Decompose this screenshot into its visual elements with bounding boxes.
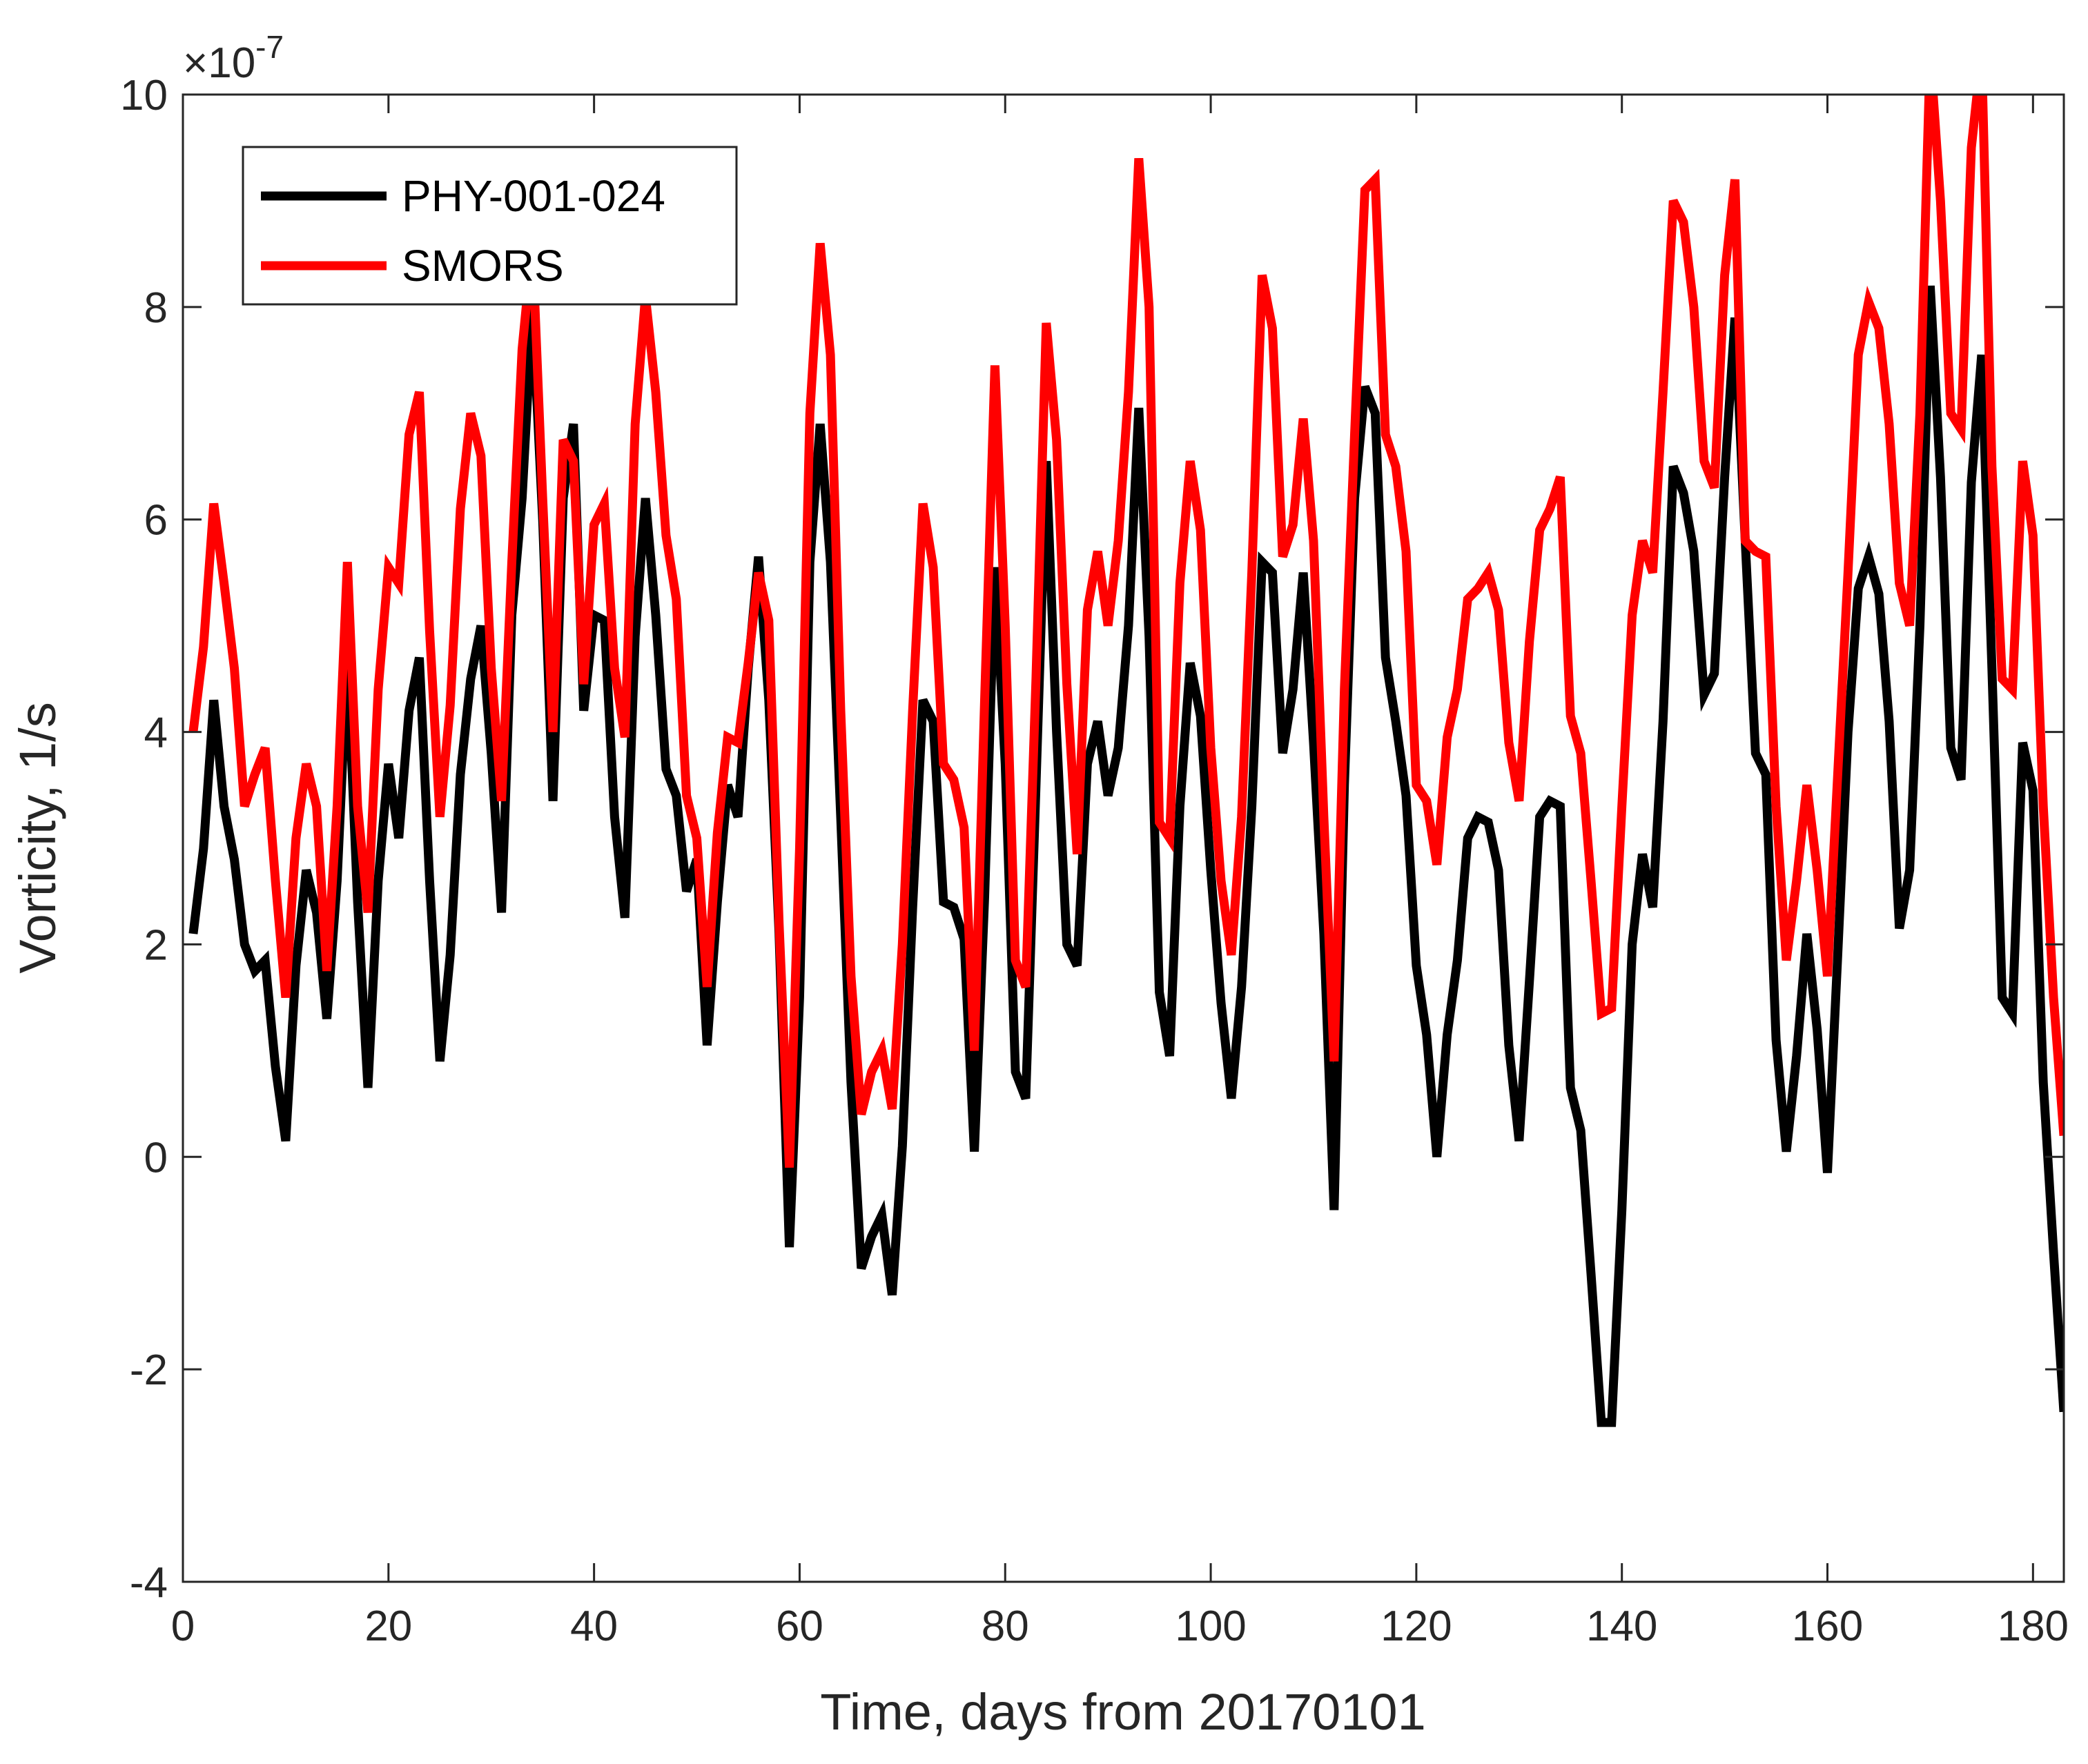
- plot-frame: [182, 93, 2065, 1583]
- legend-label-phy-001-024: PHY-001-024: [402, 171, 665, 221]
- legend-box: [242, 146, 738, 306]
- series-line-phy-001-024: [188, 285, 2064, 1427]
- y-tick-label: 4: [144, 709, 168, 757]
- legend: PHY-001-024 SMORS: [242, 146, 738, 306]
- tick-layer: 0 20 40 60 80 100 120 140 160 180 -4 -2 0 2 4 6 8 10: [120, 72, 2069, 1650]
- y-tick-label: 10: [120, 72, 168, 119]
- x-tick-label: 120: [1380, 1603, 1452, 1650]
- x-tick-label: 40: [570, 1603, 618, 1650]
- x-tick-label: 60: [776, 1603, 823, 1650]
- x-axis-label: Time, days from 20170101: [820, 1683, 1426, 1741]
- x-tick-label: 140: [1586, 1603, 1657, 1650]
- x-tick-label: 100: [1175, 1603, 1246, 1650]
- y-axis-label: Vorticity, 1/s: [9, 702, 66, 973]
- series-layer: [188, 95, 2064, 1427]
- legend-label-smors: SMORS: [402, 241, 564, 291]
- series-line-smors: [188, 95, 2064, 1168]
- x-tick-label: 20: [364, 1603, 412, 1650]
- y-axis-exponent: ×10-7: [183, 29, 284, 87]
- y-tick-label: -2: [130, 1346, 168, 1394]
- y-tick-label: 0: [144, 1134, 168, 1182]
- y-tick-label: 2: [144, 921, 168, 969]
- x-tick-label: 160: [1792, 1603, 1863, 1650]
- y-tick-label: 6: [144, 497, 168, 545]
- x-tick-label: 80: [982, 1603, 1029, 1650]
- x-tick-label: 0: [171, 1603, 195, 1650]
- y-tick-label: 8: [144, 284, 168, 332]
- y-tick-label: -4: [130, 1559, 168, 1607]
- x-tick-label: 180: [1998, 1603, 2069, 1650]
